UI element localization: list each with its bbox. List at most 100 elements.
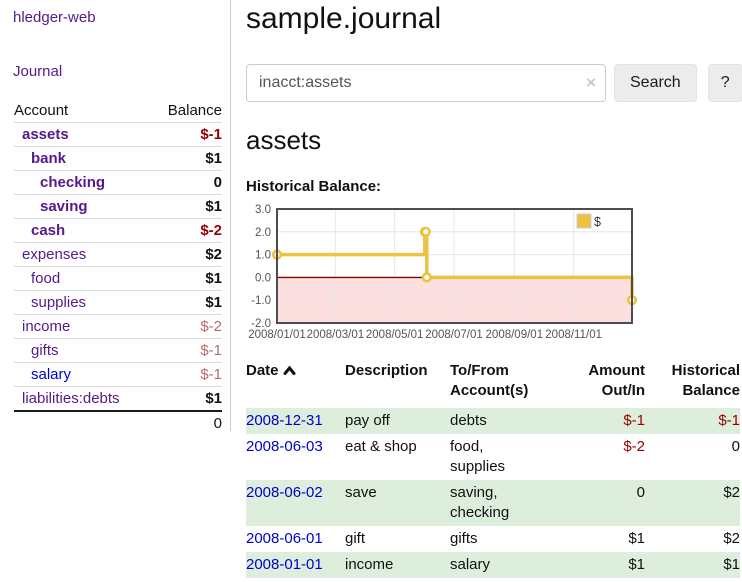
- account-link-bank[interactable]: bank: [31, 150, 67, 167]
- account-row: supplies $1: [14, 290, 222, 314]
- accounts-header-account: Account: [14, 102, 69, 119]
- account-link-income[interactable]: income: [22, 318, 71, 335]
- transaction-date-link[interactable]: 2008-01-01: [246, 556, 323, 573]
- register-row: 2008-01-01 income salary $1 $1: [246, 552, 740, 578]
- accounts-table-header: Account Balance: [14, 99, 222, 122]
- search-button[interactable]: Search: [614, 64, 697, 102]
- sidebar-item-journal[interactable]: Journal: [13, 63, 63, 80]
- account-balance: $1: [205, 150, 222, 167]
- account-balance: $2: [205, 246, 222, 263]
- register-cell-accounts: salary: [450, 556, 491, 573]
- register-cell-amount: $-1: [623, 412, 645, 429]
- x-tick-label: 2008/01/01: [248, 329, 306, 341]
- register-cell-balance: $-1: [718, 412, 740, 429]
- account-balance: $1: [205, 270, 222, 287]
- accounts-header-balance: Balance: [167, 102, 222, 119]
- register-cell-amount: $-2: [623, 438, 645, 455]
- data-point-marker: [421, 272, 432, 283]
- account-link-supplies[interactable]: supplies: [31, 294, 87, 311]
- transaction-date-link[interactable]: 2008-12-31: [246, 412, 323, 429]
- x-tick-label: 2008/11/01: [545, 329, 602, 341]
- y-tick-label: 1.0: [255, 250, 271, 262]
- register-row: 2008-06-01 gift gifts $1 $2: [246, 526, 740, 552]
- search-bar: × Search ?: [246, 64, 742, 102]
- register-cell-description: eat & shop: [345, 438, 417, 455]
- account-balance: $1: [205, 294, 222, 311]
- transaction-date-link[interactable]: 2008-06-01: [246, 530, 323, 547]
- register-cell-amount: $1: [628, 530, 645, 547]
- account-balance: $-1: [200, 126, 222, 143]
- y-tick-label: 2.0: [255, 227, 271, 239]
- y-tick-label: -2.0: [251, 318, 271, 330]
- x-tick-label: 2008/03/01: [307, 329, 365, 341]
- y-tick-label: -1.0: [251, 295, 271, 307]
- account-balance: $1: [205, 198, 222, 215]
- register-cell-description: gift: [345, 530, 366, 547]
- register-header-date[interactable]: Date: [246, 361, 345, 408]
- page-title: sample.journal: [246, 2, 442, 35]
- clear-search-icon[interactable]: ×: [586, 73, 596, 92]
- register-row: 2008-06-03 eat & shop food, supplies $-2 0: [246, 434, 740, 480]
- help-button[interactable]: ?: [707, 64, 742, 102]
- plot-border: [276, 208, 633, 324]
- account-row: food $1: [14, 266, 222, 290]
- transaction-date-link[interactable]: 2008-06-02: [246, 484, 323, 501]
- data-point-marker: [420, 226, 431, 237]
- register-cell-balance: $2: [723, 530, 740, 547]
- register-cell-accounts: food, supplies: [450, 438, 506, 475]
- account-heading: assets: [246, 125, 322, 155]
- app-brand-link[interactable]: hledger-web: [13, 9, 96, 26]
- search-input[interactable]: [246, 64, 606, 102]
- account-link-cash[interactable]: cash: [31, 222, 66, 239]
- account-link-food[interactable]: food: [31, 270, 61, 287]
- register-cell-accounts: debts: [450, 412, 487, 429]
- register-table: Date Description To/From Account(s) Amou…: [246, 361, 740, 578]
- register-cell-description: income: [345, 556, 394, 573]
- register-cell-date: 2008-01-01: [246, 552, 345, 578]
- account-link-saving[interactable]: saving: [40, 198, 88, 215]
- y-tick-label: 3.0: [255, 204, 271, 216]
- account-row: cash $-2: [14, 218, 222, 242]
- register-cell-date: 2008-12-31: [246, 408, 345, 434]
- account-link-salary[interactable]: salary: [31, 366, 72, 383]
- account-link-checking[interactable]: checking: [40, 174, 106, 191]
- register-cell-amount: 0: [636, 484, 645, 501]
- y-tick-label: 0.0: [255, 272, 271, 284]
- register-row: 2008-12-31 pay off debts $-1 $-1: [246, 408, 740, 434]
- account-row: bank $1: [14, 146, 222, 170]
- register-header-balance: Historical Balance: [671, 362, 740, 399]
- register-cell-accounts: gifts: [450, 530, 478, 547]
- x-tick-label: 2008/09/01: [486, 329, 544, 341]
- account-row: assets $-1: [14, 122, 222, 146]
- account-link-gifts[interactable]: gifts: [31, 342, 59, 359]
- account-balance: $-2: [200, 222, 222, 239]
- account-row: gifts $-1: [14, 338, 222, 362]
- account-link-assets[interactable]: assets: [22, 126, 69, 143]
- chart-title: Historical Balance:: [246, 178, 382, 195]
- legend-label: $: [594, 215, 601, 229]
- accounts-table: Account Balance assets $-1 bank $1 checking 0…: [0, 99, 231, 435]
- account-link-expenses[interactable]: expenses: [22, 246, 87, 263]
- register-cell-date: 2008-06-01: [246, 526, 345, 552]
- sidebar: hledger-web Journal Account Balance asse…: [0, 0, 231, 582]
- account-balance: $-2: [200, 318, 222, 335]
- account-link-liabilities-debts[interactable]: liabilities:debts: [22, 390, 120, 407]
- chart-container: 3.0 2.0 1.0 0.0 -1.0 -2.0 2008/01/01 2008/03/01…: [246, 204, 742, 341]
- register-header-amount: Amount Out/In: [588, 362, 645, 399]
- register-cell-date: 2008-06-02: [246, 480, 345, 526]
- register-cell-balance: $2: [723, 484, 740, 501]
- account-row: saving $1: [14, 194, 222, 218]
- account-balance: 0: [213, 174, 222, 191]
- account-row: salary $-1: [14, 362, 222, 386]
- register-cell-amount: $1: [628, 556, 645, 573]
- legend-swatch: [576, 213, 592, 229]
- register-header-account: To/From Account(s): [450, 362, 529, 399]
- register-header-row: Date Description To/From Account(s) Amou…: [246, 361, 740, 408]
- transaction-date-link[interactable]: 2008-06-03: [246, 438, 323, 455]
- register-cell-accounts: saving, checking: [450, 484, 510, 521]
- register-cell-date: 2008-06-03: [246, 434, 345, 480]
- account-row: income $-2: [14, 314, 222, 338]
- accounts-table-body: assets $-1 bank $1 checking 0 saving $1 cash $-2 e…: [14, 122, 222, 410]
